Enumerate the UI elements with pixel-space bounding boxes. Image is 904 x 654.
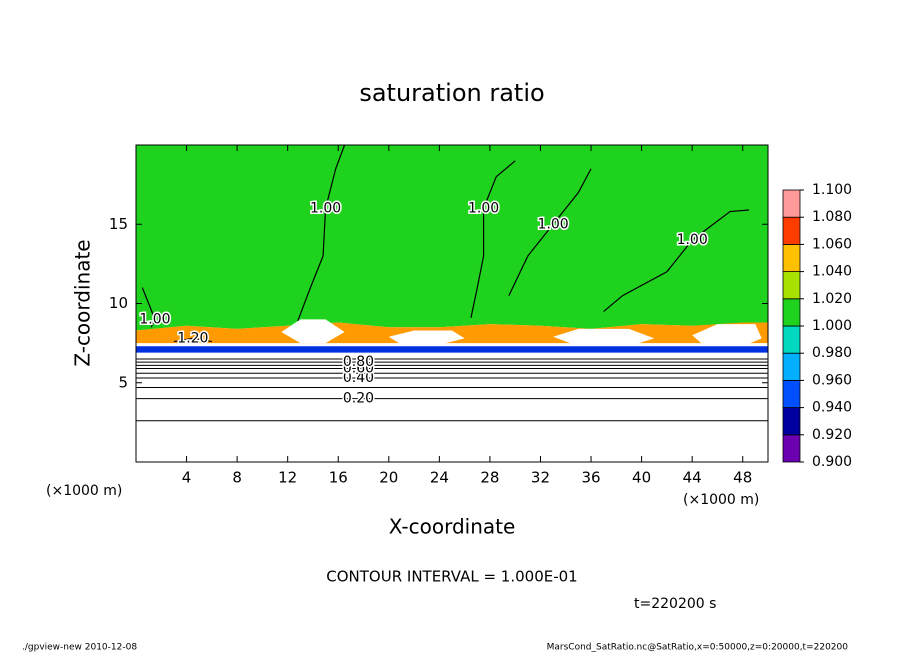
- contour-line: [603, 209, 750, 312]
- colorbar-box: [782, 216, 801, 245]
- y-tick-label: 15: [109, 215, 128, 233]
- colorbar-box: [782, 189, 801, 218]
- x-tick-label: 12: [278, 469, 297, 487]
- colorbar-label: 1.000: [812, 318, 852, 334]
- x-tick-label: 16: [329, 469, 348, 487]
- colorbar-label: 1.080: [812, 209, 852, 225]
- colorbar-label: 0.900: [812, 454, 852, 470]
- colorbar-label: 0.960: [812, 372, 852, 388]
- contour-label: 1.00: [468, 200, 499, 216]
- x-tick-label: 24: [430, 469, 449, 487]
- x-tick-label: 28: [480, 469, 499, 487]
- colorbar-label: 1.100: [812, 182, 852, 198]
- contour-label: 0.20: [343, 391, 374, 407]
- x-axis-label: X-coordinate: [389, 515, 516, 539]
- chart-title: saturation ratio: [359, 79, 544, 107]
- y-tick-label: 10: [109, 294, 128, 312]
- colorbar-box: [782, 379, 801, 408]
- contour-label: 1.00: [677, 232, 708, 248]
- contour-line: [508, 168, 592, 296]
- filled-region: [281, 319, 345, 344]
- x-tick-label: 32: [531, 469, 550, 487]
- x-tick-label: 40: [632, 469, 651, 487]
- contour-interval: CONTOUR INTERVAL = 1.000E-01: [326, 568, 577, 586]
- contour-label: 1.20: [177, 330, 208, 346]
- time-note: t=220200 s: [634, 596, 716, 612]
- filled-region: [136, 346, 768, 353]
- footer-right: MarsCond_SatRatio.nc@SatRatio,x=0:50000,…: [547, 643, 849, 653]
- colorbar-label: 0.940: [812, 400, 852, 416]
- contour-label: 1.00: [538, 216, 569, 232]
- x-tick-label: 8: [232, 469, 242, 487]
- contour-line: [173, 337, 212, 343]
- filled-region: [136, 145, 768, 331]
- colorbar-box: [782, 407, 801, 436]
- contour-label: 0.80: [343, 354, 374, 370]
- contour-line: [297, 144, 346, 322]
- contour-label: 1.00: [139, 311, 170, 327]
- filled-region: [692, 324, 762, 347]
- colorbar-label: 1.040: [812, 264, 852, 280]
- contour-label: 1.00: [310, 200, 341, 216]
- x-tick-label: 4: [182, 469, 192, 487]
- contour-line: [141, 287, 156, 328]
- colorbar-label: 0.980: [812, 345, 852, 361]
- field: [136, 144, 768, 422]
- colorbar-label: 1.060: [812, 236, 852, 252]
- x-unit: (×1000 m): [683, 492, 759, 508]
- colorbar-box: [782, 325, 801, 354]
- y-tick-label: 5: [118, 373, 128, 391]
- x-tick-label: 36: [581, 469, 600, 487]
- colorbar-box: [782, 352, 801, 381]
- x-tick-label: 48: [733, 469, 752, 487]
- footer-left: ./gpview-new 2010-12-08: [22, 643, 137, 653]
- colorbar-box: [782, 434, 801, 463]
- contour-label: 0.40: [343, 370, 374, 386]
- colorbar-label: 0.920: [812, 427, 852, 443]
- contour-label: 0.60: [343, 360, 374, 376]
- colorbar-label: 1.020: [812, 291, 852, 307]
- colorbar-box: [782, 298, 801, 327]
- colorbar-box: [782, 243, 801, 272]
- filled-region: [553, 328, 655, 347]
- filled-region: [388, 330, 465, 345]
- x-tick-label: 20: [379, 469, 398, 487]
- contour-line: [470, 160, 516, 318]
- colorbar-box: [782, 271, 801, 300]
- y-axis-label: Z-coordinate: [71, 239, 95, 366]
- x-tick-label: 44: [683, 469, 702, 487]
- x-unit: (×1000 m): [46, 483, 122, 499]
